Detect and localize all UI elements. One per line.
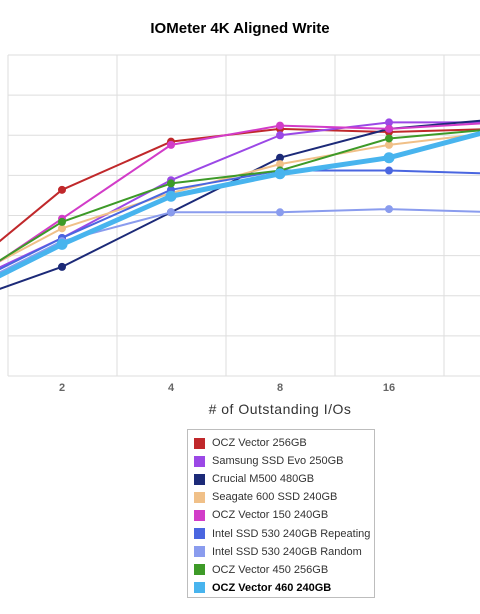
x-tick-label: 4 <box>168 382 175 394</box>
legend-swatch <box>194 491 205 503</box>
legend-label: Seagate 600 SSD 240GB <box>212 491 338 504</box>
series-ocz-vector-256gb <box>0 124 480 243</box>
legend-swatch <box>194 437 205 449</box>
legend-label: Intel SSD 530 240GB Repeating <box>212 527 371 540</box>
legend-item[interactable]: Intel SSD 530 240GB Random <box>194 543 368 561</box>
series-line <box>0 131 480 279</box>
legend-swatch <box>194 473 205 485</box>
legend-item[interactable]: OCZ Vector 460 240GB <box>194 579 368 597</box>
series-line <box>0 133 480 263</box>
legend-item[interactable]: OCZ Vector 450 256GB <box>194 561 368 579</box>
x-tick-label: 2 <box>59 382 65 394</box>
data-point <box>165 190 177 202</box>
legend-label: Crucial M500 480GB <box>212 473 315 486</box>
data-point <box>276 121 284 130</box>
data-point <box>167 208 175 217</box>
x-tick-label: 16 <box>383 382 395 394</box>
chart-plot: 2 4 8 16 <box>0 54 480 394</box>
data-point <box>385 118 393 127</box>
data-point <box>58 185 66 194</box>
legend-item[interactable]: Seagate 600 SSD 240GB <box>194 488 368 506</box>
data-point <box>58 262 66 271</box>
legend-label: OCZ Vector 150 240GB <box>212 509 329 522</box>
data-point <box>276 160 284 169</box>
legend-swatch <box>194 564 205 576</box>
legend-label: Samsung SSD Evo 250GB <box>212 455 344 468</box>
legend-label: OCZ Vector 256GB <box>212 437 307 450</box>
data-point <box>58 217 66 226</box>
legend-swatch <box>194 455 205 467</box>
legend-item[interactable]: Samsung SSD Evo 250GB <box>194 452 368 470</box>
data-point <box>385 166 393 175</box>
data-point <box>274 168 286 180</box>
legend-label: OCZ Vector 460 240GB <box>212 581 332 594</box>
legend-item[interactable]: Intel SSD 530 240GB Repeating <box>194 524 371 542</box>
series-layer <box>0 118 480 290</box>
legend-swatch <box>194 582 205 594</box>
data-point <box>58 224 66 233</box>
series-line <box>0 169 480 271</box>
data-point <box>385 140 393 149</box>
data-point <box>383 152 395 164</box>
series-samsung-ssd-evo-250gb <box>0 118 480 269</box>
x-tick-label: 8 <box>277 382 283 394</box>
series-line <box>0 208 480 274</box>
data-point <box>167 140 175 149</box>
series-line <box>0 122 480 262</box>
x-axis-label: # of Outstanding I/Os <box>208 401 352 417</box>
chart-title: IOMeter 4K Aligned Write <box>150 20 330 37</box>
legend-swatch <box>194 528 205 540</box>
series-ocz-vector-460-240gb <box>0 131 480 279</box>
x-tick-labels: 2 4 8 16 <box>59 382 395 394</box>
data-point <box>276 131 284 140</box>
legend-item[interactable]: OCZ Vector 256GB <box>194 434 368 452</box>
data-point <box>385 124 393 133</box>
legend-item[interactable]: OCZ Vector 150 240GB <box>194 506 368 524</box>
data-point <box>276 208 284 217</box>
legend-item[interactable]: Crucial M500 480GB <box>194 470 368 488</box>
data-point <box>167 179 175 188</box>
data-point <box>385 205 393 214</box>
series-line <box>0 129 480 262</box>
series-ocz-vector-150-240gb <box>0 121 480 262</box>
legend: OCZ Vector 256GB Samsung SSD Evo 250GB Cru… <box>187 429 375 598</box>
legend-swatch <box>194 509 205 521</box>
data-point <box>56 238 68 250</box>
legend-label: OCZ Vector 450 256GB <box>212 563 329 576</box>
data-point <box>276 153 284 162</box>
series-line <box>0 121 480 269</box>
data-point <box>385 134 393 143</box>
legend-label: Intel SSD 530 240GB Random <box>212 545 362 558</box>
legend-swatch <box>194 546 205 558</box>
